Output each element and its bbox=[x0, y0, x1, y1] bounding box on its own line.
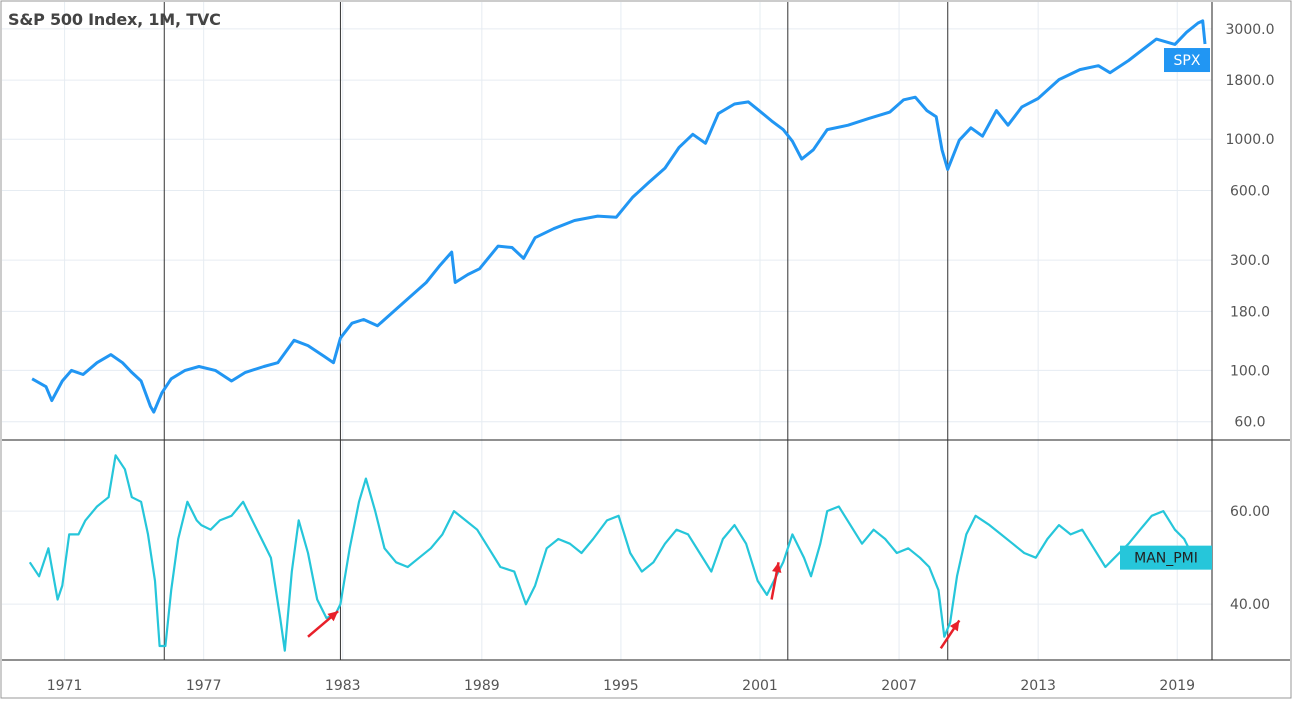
chart-title: S&P 500 Index, 1M, TVC bbox=[8, 10, 221, 29]
x-tick-label: 1977 bbox=[186, 678, 222, 694]
annotation-arrow-head bbox=[327, 611, 339, 622]
pmi-value-badge bbox=[1120, 545, 1212, 570]
pmi-value-badge-label: MAN_PMI bbox=[1134, 551, 1198, 567]
x-tick-label: 1971 bbox=[47, 678, 83, 694]
x-tick-label: 2013 bbox=[1020, 678, 1056, 694]
x-tick-label: 1983 bbox=[325, 678, 361, 694]
spx-y-tick-label: 600.0 bbox=[1230, 183, 1270, 199]
annotation-arrow-head bbox=[949, 620, 960, 632]
pmi-y-tick-label: 60.00 bbox=[1230, 504, 1270, 520]
spx-value-badge-label: SPX bbox=[1174, 53, 1201, 69]
pmi-y-tick-label: 40.00 bbox=[1230, 597, 1270, 613]
spx-y-tick-label: 300.0 bbox=[1230, 253, 1270, 269]
x-tick-label: 2019 bbox=[1159, 678, 1195, 694]
spx-y-tick-label: 60.0 bbox=[1234, 415, 1265, 431]
spx-y-tick-label: 180.0 bbox=[1230, 304, 1270, 320]
spx-y-tick-label: 3000.0 bbox=[1226, 22, 1275, 38]
spx-series-line bbox=[31, 19, 1207, 414]
spx-value-badge bbox=[1164, 48, 1210, 73]
x-tick-label: 2007 bbox=[881, 678, 917, 694]
x-tick-label: 2001 bbox=[742, 678, 778, 694]
x-tick-label: 1989 bbox=[464, 678, 500, 694]
pmi-series-line bbox=[28, 454, 1203, 652]
spx-y-tick-label: 1800.0 bbox=[1226, 73, 1275, 89]
spx-y-tick-label: 100.0 bbox=[1230, 363, 1270, 379]
x-tick-label: 1995 bbox=[603, 678, 639, 694]
annotation-arrow-head bbox=[772, 562, 782, 573]
spx-y-tick-label: 1000.0 bbox=[1226, 132, 1275, 148]
